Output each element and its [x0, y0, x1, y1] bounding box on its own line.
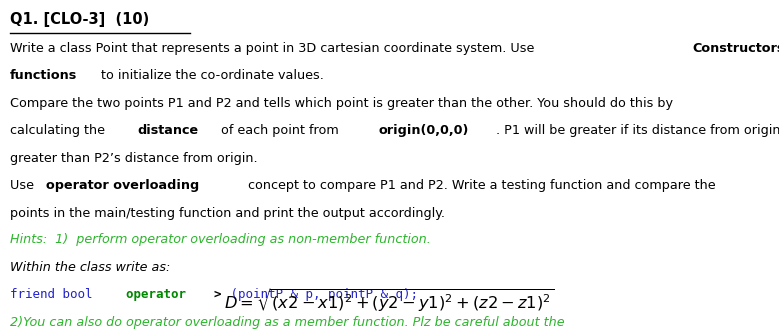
- Text: $D = \sqrt{(x2-x1)^{2}+(y2-y1)^{2}+(z2-z1)^{2}}$: $D = \sqrt{(x2-x1)^{2}+(y2-y1)^{2}+(z2-z…: [224, 287, 555, 314]
- Text: Use: Use: [10, 179, 38, 192]
- Text: . P1 will be greater if its distance from origin is: . P1 will be greater if its distance fro…: [495, 124, 779, 137]
- Text: Within the class write as:: Within the class write as:: [10, 260, 171, 274]
- Text: Write a class Point that represents a point in 3D cartesian coordinate system. U: Write a class Point that represents a po…: [10, 42, 538, 54]
- Text: to initialize the co-ordinate values.: to initialize the co-ordinate values.: [97, 69, 324, 82]
- Text: points in the main/testing function and print the output accordingly.: points in the main/testing function and …: [10, 207, 445, 220]
- Text: Compare the two points P1 and P2 and tells which point is greater than the other: Compare the two points P1 and P2 and tel…: [10, 97, 673, 110]
- Text: greater than P2’s distance from origin.: greater than P2’s distance from origin.: [10, 152, 258, 165]
- Text: of each point from: of each point from: [217, 124, 343, 137]
- Text: concept to compare P1 and P2. Write a testing function and compare the: concept to compare P1 and P2. Write a te…: [244, 179, 716, 192]
- Text: Q1. [CLO-3]  (10): Q1. [CLO-3] (10): [10, 12, 150, 27]
- Text: calculating the: calculating the: [10, 124, 109, 137]
- Text: operator: operator: [126, 288, 194, 301]
- Text: Hints:  1)  perform operator overloading as non-member function.: Hints: 1) perform operator overloading a…: [10, 233, 431, 246]
- Text: functions: functions: [10, 69, 77, 82]
- Text: 2)You can also do operator overloading as a member function. Plz be careful abou: 2)You can also do operator overloading a…: [10, 316, 565, 329]
- Text: distance: distance: [138, 124, 199, 137]
- Text: (pointP & p, pointP & q);: (pointP & p, pointP & q);: [223, 288, 418, 301]
- Text: origin(0,0,0): origin(0,0,0): [379, 124, 470, 137]
- Text: Constructors: Constructors: [692, 42, 779, 54]
- Text: operator overloading: operator overloading: [46, 179, 199, 192]
- Text: friend bool: friend bool: [10, 288, 100, 301]
- Text: >: >: [213, 288, 221, 301]
